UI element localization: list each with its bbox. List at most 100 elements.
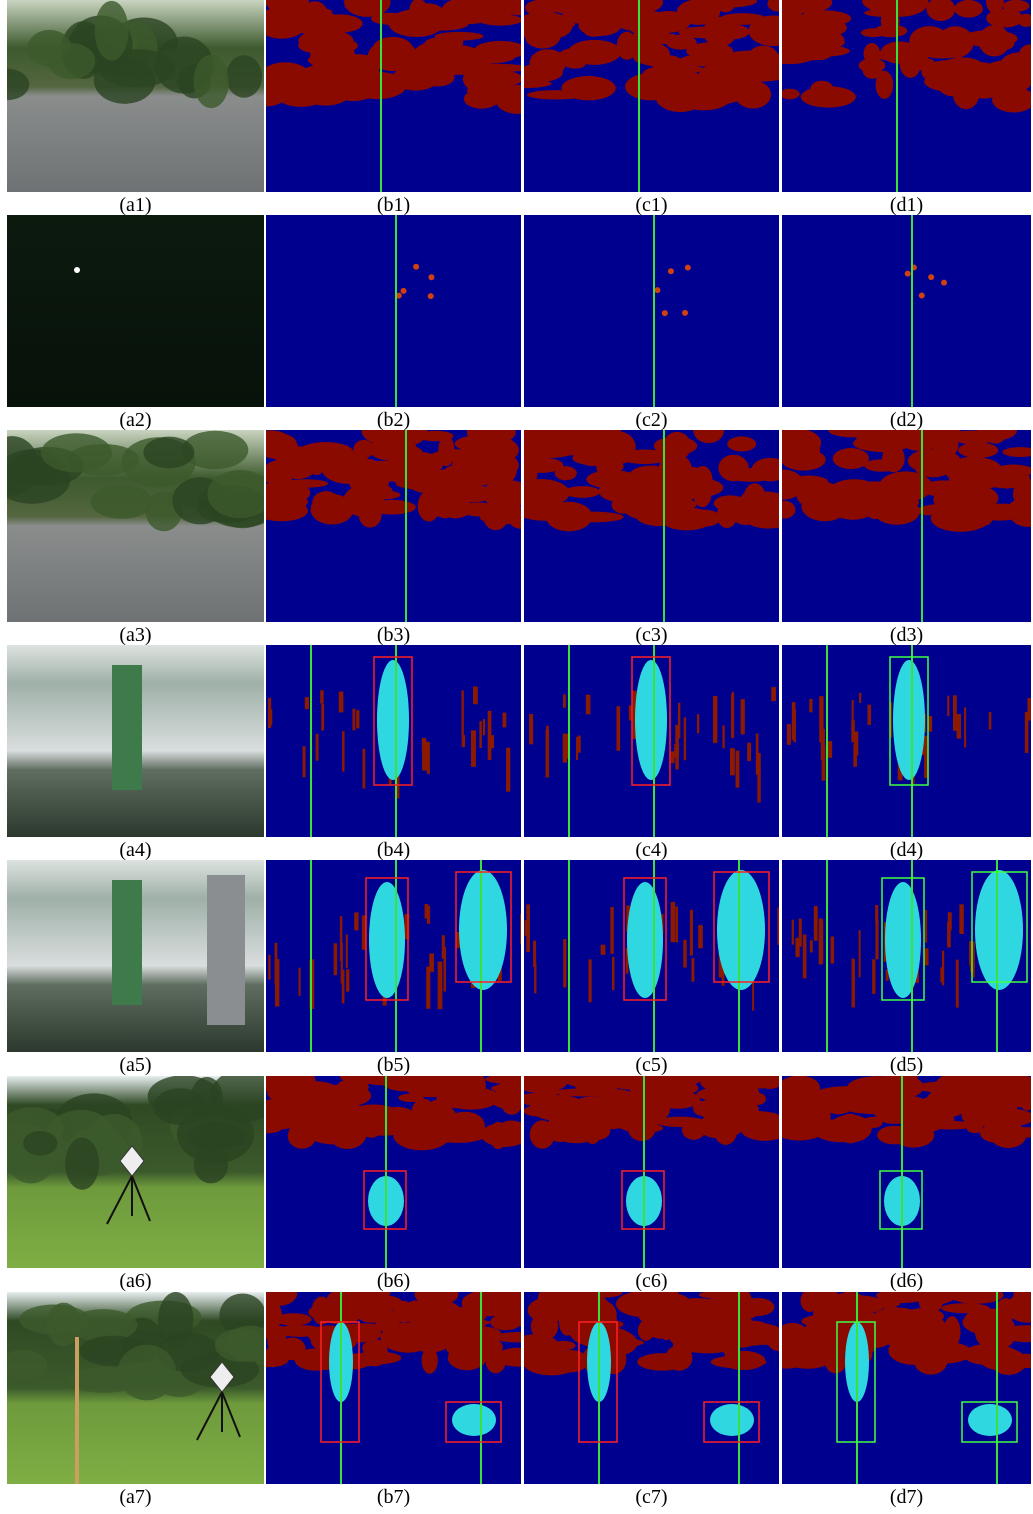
foliage	[185, 1122, 245, 1150]
red-region	[928, 1340, 955, 1357]
panel-caption: (a6)	[119, 1270, 151, 1292]
red-region	[491, 1091, 527, 1109]
red-streak	[356, 710, 359, 728]
panel	[7, 860, 264, 1052]
panel	[524, 215, 779, 407]
red-streak	[831, 936, 834, 963]
red-streak	[270, 709, 272, 725]
red-spot	[668, 268, 674, 274]
red-region	[494, 93, 526, 103]
red-streak	[506, 748, 510, 792]
panel-caption: (b2)	[377, 409, 410, 431]
red-region	[438, 435, 454, 466]
red-region	[467, 420, 516, 444]
red-region	[833, 448, 869, 469]
red-streak	[777, 908, 779, 945]
red-streak	[578, 736, 581, 753]
red-region	[983, 38, 1014, 51]
red-streak	[771, 687, 776, 701]
red-streak	[948, 912, 952, 930]
red-streak	[342, 970, 345, 1004]
red-region	[546, 502, 593, 532]
panel-caption: (b5)	[377, 1054, 410, 1076]
red-spot	[401, 288, 407, 294]
object-points	[885, 882, 921, 998]
panel-caption: (d3)	[890, 624, 923, 646]
red-region	[693, 1072, 752, 1081]
red-region	[908, 1320, 934, 1329]
red-region	[466, 1071, 486, 1100]
panel-caption: (a5)	[119, 1054, 151, 1076]
red-region	[732, 1321, 774, 1346]
red-streak	[342, 731, 344, 772]
red-streak	[612, 957, 614, 990]
red-spot	[685, 265, 691, 271]
red-streak	[803, 934, 807, 978]
red-region	[297, 442, 354, 464]
panel	[250, 1064, 533, 1268]
red-region	[666, 35, 696, 50]
red-region	[446, 1334, 503, 1360]
panel-caption: (a2)	[119, 409, 151, 431]
red-streak	[731, 694, 734, 738]
foliage	[95, 1, 129, 61]
red-region	[555, 466, 577, 480]
red-region	[633, 1115, 657, 1133]
red-streak	[810, 940, 813, 952]
red-streak	[924, 948, 928, 965]
red-region	[530, 17, 575, 30]
red-streak	[427, 906, 430, 924]
red-region	[881, 41, 920, 63]
red-spot	[941, 280, 947, 286]
panel-caption: (a7)	[119, 1486, 151, 1508]
red-region	[805, 1104, 831, 1128]
panel	[513, 1064, 802, 1268]
red-spot	[428, 274, 434, 280]
red-streak	[713, 696, 717, 743]
red-region	[424, 37, 457, 50]
red-spot	[928, 274, 934, 280]
panel	[782, 860, 1033, 1052]
panel	[244, 1281, 550, 1484]
panel	[760, 420, 1033, 622]
red-streak	[722, 725, 724, 748]
red-region	[892, 1076, 924, 1097]
panel	[266, 645, 521, 837]
object-points	[968, 1404, 1012, 1436]
object-points	[627, 882, 663, 998]
red-streak	[1025, 712, 1029, 753]
red-streak	[268, 955, 270, 980]
red-region	[583, 24, 604, 37]
red-region	[714, 1119, 736, 1144]
red-region	[862, 1117, 882, 1128]
red-region	[552, 1341, 576, 1350]
red-streak	[563, 734, 567, 763]
red-spot	[662, 310, 668, 316]
red-region	[864, 459, 899, 471]
red-region	[714, 495, 747, 511]
red-streak	[275, 959, 279, 1007]
red-region	[266, 1345, 292, 1360]
panel-caption: (d5)	[890, 1054, 923, 1076]
red-region	[918, 42, 966, 58]
red-streak	[427, 742, 430, 774]
red-region	[635, 43, 670, 66]
red-streak	[354, 912, 358, 930]
red-streak	[340, 916, 343, 961]
red-streak	[491, 735, 494, 748]
object-points	[369, 882, 405, 998]
red-region	[536, 1070, 560, 1100]
panel	[266, 215, 521, 407]
red-streak	[853, 745, 857, 767]
red-region	[953, 430, 995, 444]
object-points	[377, 660, 409, 780]
pole	[75, 1337, 79, 1484]
red-region	[659, 1306, 685, 1337]
red-streak	[697, 714, 699, 733]
foliage	[191, 1077, 223, 1119]
red-region	[778, 1323, 808, 1343]
person	[207, 875, 245, 1025]
red-streak	[346, 934, 348, 968]
panel-caption: (d4)	[890, 839, 923, 861]
red-streak	[334, 943, 338, 975]
